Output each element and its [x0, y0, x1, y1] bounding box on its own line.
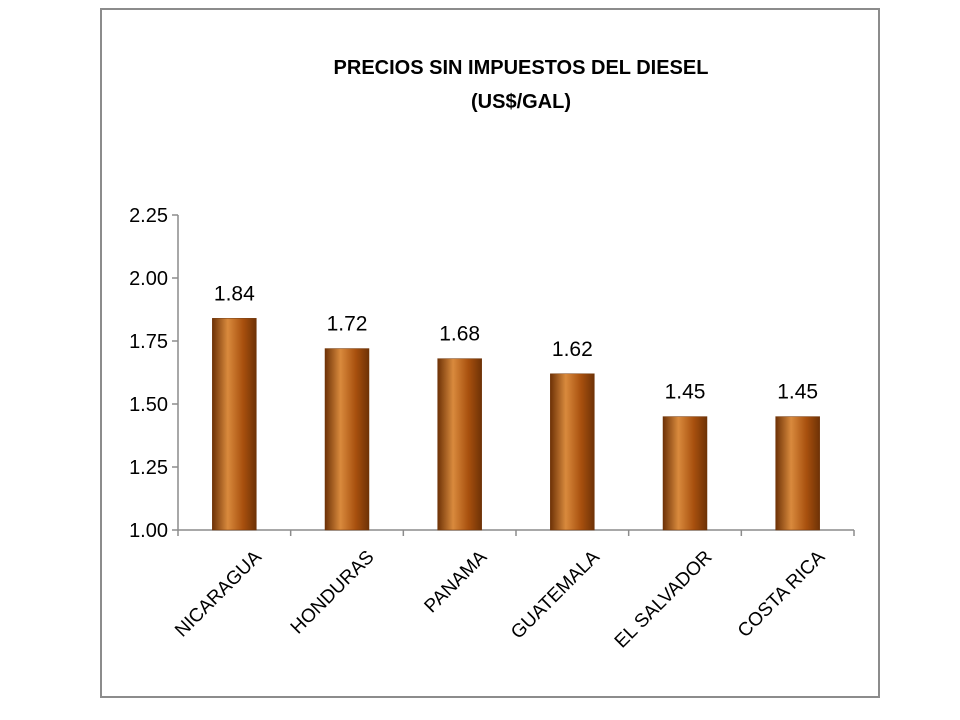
category-label: PANAMA: [421, 546, 492, 617]
category-label: NICARAGUA: [171, 546, 266, 641]
category-label: COSTA RICA: [734, 546, 829, 641]
y-tick-label: 1.00: [129, 520, 168, 542]
y-tick-label: 1.25: [129, 457, 168, 479]
data-labels: 1.84 1.72 1.68 1.62 1.45 1.45: [214, 282, 818, 403]
category-label: GUATEMALA: [507, 546, 604, 643]
bars: [212, 318, 820, 531]
bar: [775, 416, 820, 531]
bar: [212, 318, 257, 531]
bar-chart: PRECIOS SIN IMPUESTOS DEL DIESEL (US$/GA…: [129, 57, 855, 652]
data-label: 1.68: [439, 323, 480, 346]
data-label: 1.45: [665, 381, 706, 404]
data-label: 1.62: [552, 338, 593, 361]
data-label: 1.72: [327, 313, 368, 336]
category-label: EL SALVADOR: [611, 547, 717, 653]
data-label: 1.84: [214, 282, 255, 305]
y-tick-label: 1.75: [129, 331, 168, 353]
y-tick-label: 2.00: [129, 268, 168, 290]
chart-title: PRECIOS SIN IMPUESTOS DEL DIESEL: [334, 57, 709, 79]
bar: [437, 358, 482, 531]
y-tick-label: 2.25: [129, 205, 168, 227]
x-axis: [177, 529, 855, 536]
bar: [550, 373, 595, 531]
data-label: 1.45: [777, 381, 818, 404]
y-tick-label: 1.50: [129, 394, 168, 416]
y-axis: 1.00 1.25 1.50 1.75 2.00 2.25: [129, 205, 179, 542]
category-label: HONDURAS: [287, 547, 379, 639]
bar: [662, 416, 708, 531]
chart-frame: PRECIOS SIN IMPUESTOS DEL DIESEL (US$/GA…: [100, 8, 880, 698]
chart-subtitle: (US$/GAL): [471, 91, 571, 113]
bar: [324, 348, 370, 531]
category-labels: NICARAGUA HONDURAS PANAMA GUATEMALA EL SALVA…: [171, 546, 829, 652]
